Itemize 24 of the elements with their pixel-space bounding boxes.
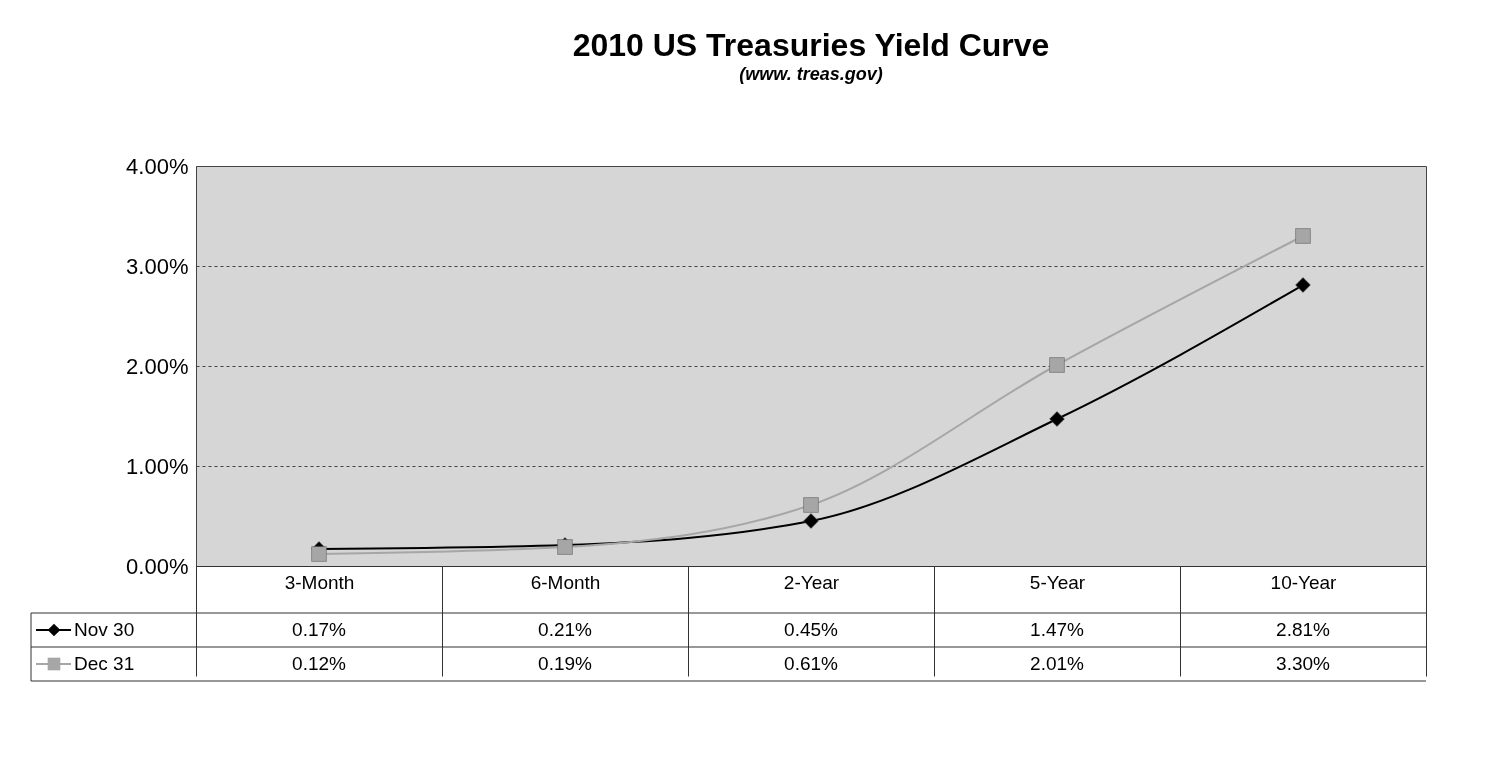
x-tick-label: 6-Month — [530, 571, 601, 593]
x-tick-label: 3-Month — [284, 571, 355, 593]
legend-label: Nov 30 — [74, 619, 135, 640]
x-tick-label: 2-Year — [783, 571, 840, 593]
data-label: 0.21% — [538, 619, 593, 640]
chart-title: 2010 US Treasuries Yield Curve — [572, 27, 1050, 63]
legend-label: Dec 31 — [74, 653, 135, 674]
data-label: 0.45% — [784, 619, 839, 640]
data-label: 2.81% — [1276, 619, 1331, 640]
data-label: 0.61% — [784, 653, 839, 674]
data-label: 3.30% — [1276, 653, 1331, 674]
chart-subtitle: (www. treas.gov) — [739, 64, 883, 84]
data-label: 2.01% — [1030, 653, 1085, 674]
y-tick-label: 4.00% — [126, 153, 189, 179]
x-tick-label: 5-Year — [1029, 571, 1086, 593]
data-label: 0.19% — [538, 653, 593, 674]
data-label: 0.17% — [292, 619, 347, 640]
x-tick-label: 10-Year — [1270, 571, 1338, 593]
y-tick-label: 3.00% — [126, 253, 189, 279]
y-tick-label: 0.00% — [126, 553, 189, 579]
y-tick-label: 2.00% — [126, 353, 189, 379]
data-label: 0.12% — [292, 653, 347, 674]
y-tick-label: 1.00% — [126, 453, 189, 479]
data-label: 1.47% — [1030, 619, 1085, 640]
